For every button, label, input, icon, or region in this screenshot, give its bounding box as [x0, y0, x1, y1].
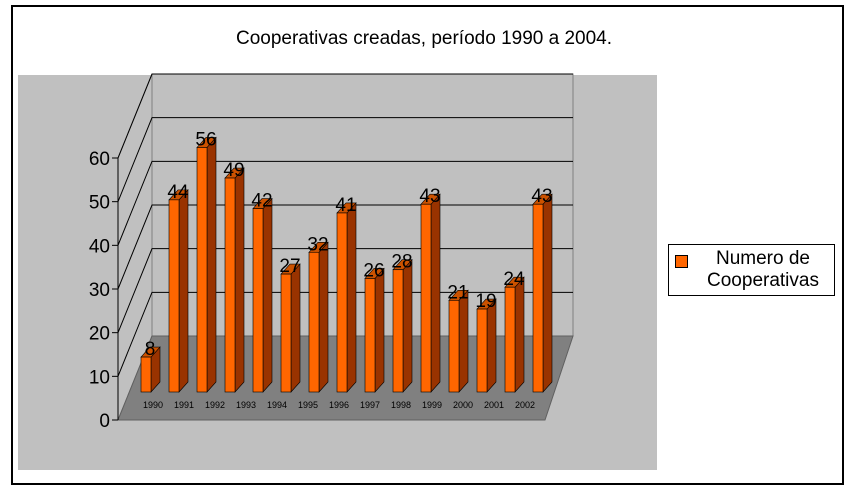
x-tick-label: 2001: [484, 400, 504, 410]
y-tick-label: 20: [89, 324, 110, 345]
y-tick-label: 60: [89, 149, 110, 170]
data-label: 19: [475, 291, 496, 312]
data-label: 28: [391, 252, 412, 273]
x-tick-label: 2002: [515, 400, 535, 410]
bar: [476, 308, 488, 393]
bar-side: [486, 298, 497, 393]
chart-title: Cooperativas creadas, período 1990 a 200…: [236, 28, 612, 49]
bar-side: [206, 136, 217, 393]
bar: [420, 203, 432, 393]
x-tick-label: 1994: [267, 400, 287, 410]
bar: [140, 356, 152, 393]
bar: [532, 203, 544, 393]
bar: [252, 208, 264, 393]
plot: 0 10 20 30 40 50 60 8 44 56 49 42 27 32 41 26 28 43 21 19 24…: [89, 73, 574, 432]
bar-side: [374, 267, 385, 393]
bar: [336, 212, 348, 393]
bar-side: [402, 258, 413, 393]
legend: Numero de Cooperativas: [668, 244, 835, 296]
data-label: 8: [145, 339, 156, 360]
bar-side: [430, 193, 441, 393]
x-tick-label: 1992: [205, 400, 225, 410]
bar: [224, 177, 236, 393]
x-tick-label: 1996: [329, 400, 349, 410]
data-label: 21: [447, 282, 468, 303]
y-tick-label: 0: [99, 411, 110, 432]
data-label: 49: [223, 160, 244, 181]
bar: [196, 147, 208, 393]
data-label: 43: [419, 186, 440, 207]
bar-side: [514, 276, 525, 393]
bar-side: [458, 289, 469, 393]
x-tick-label: 1990: [143, 400, 163, 410]
bar: [504, 286, 516, 393]
bar: [448, 299, 460, 393]
data-label: 26: [363, 260, 384, 281]
x-tick-label: 1995: [298, 400, 318, 410]
y-tick-label: 30: [89, 280, 110, 301]
bar-side: [234, 167, 245, 393]
bar: [168, 199, 180, 393]
data-label: 43: [531, 186, 552, 207]
data-label: 44: [167, 182, 189, 203]
bar-side: [290, 263, 301, 393]
data-label: 42: [251, 191, 272, 212]
data-label: 24: [503, 269, 525, 290]
bar: [392, 269, 404, 393]
x-tick-label: 1991: [174, 400, 194, 410]
data-label: 56: [195, 129, 216, 150]
bar-side: [346, 202, 357, 393]
x-tick-label: 1997: [360, 400, 380, 410]
y-tick-label: 50: [89, 193, 110, 214]
data-label: 32: [307, 234, 328, 255]
bar-side: [262, 197, 273, 393]
x-tick-label: 2000: [453, 400, 473, 410]
x-tick-label: 1998: [391, 400, 411, 410]
bar-side: [542, 193, 553, 393]
bar: [280, 273, 292, 393]
grid-line: [117, 73, 573, 159]
bar-side: [178, 189, 189, 393]
bar: [364, 278, 376, 393]
bar: [308, 251, 320, 393]
y-tick-label: 10: [89, 367, 110, 388]
data-label: 41: [335, 195, 356, 216]
bar-side: [318, 241, 329, 393]
data-label: 27: [279, 256, 300, 277]
x-tick-label: 1993: [236, 400, 256, 410]
grid-line: [117, 117, 573, 202]
y-tick-label: 40: [89, 236, 110, 257]
legend-swatch: [675, 255, 688, 268]
grid-line: [117, 160, 573, 246]
x-tick-label: 1999: [422, 400, 442, 410]
legend-label: Numero de Cooperativas: [707, 248, 819, 291]
